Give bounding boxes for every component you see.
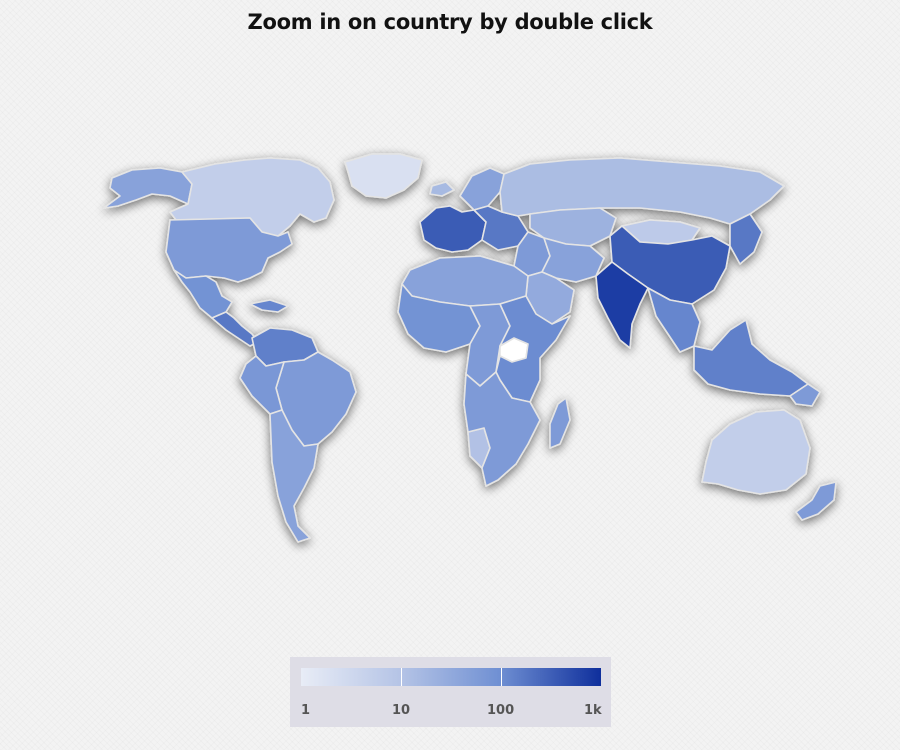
legend-label-1: 1	[301, 703, 311, 718]
legend-tick-100	[501, 668, 502, 686]
region-japan-korea[interactable]	[729, 213, 763, 265]
region-central-america[interactable]	[211, 311, 259, 347]
region-mexico[interactable]	[173, 269, 233, 319]
region-alaska[interactable]	[103, 167, 193, 209]
region-madagascar[interactable]	[549, 397, 571, 449]
map-land	[103, 153, 837, 543]
region-southern-africa[interactable]	[463, 371, 541, 487]
legend-label-100: 100	[487, 703, 515, 718]
color-legend: 1 10 100 1k	[290, 657, 611, 727]
region-greenland[interactable]	[344, 153, 423, 199]
region-iran-afghanistan[interactable]	[541, 237, 605, 283]
region-peru-bolivia[interactable]	[239, 355, 285, 415]
region-southern-cone[interactable]	[269, 409, 319, 543]
region-caribbean[interactable]	[249, 299, 289, 313]
region-indonesia-philippines[interactable]	[693, 319, 809, 397]
legend-label-10: 10	[392, 703, 411, 718]
legend-tick-10	[401, 668, 402, 686]
region-iceland[interactable]	[429, 181, 455, 197]
region-canada[interactable]	[169, 157, 335, 237]
region-scandinavia[interactable]	[459, 167, 505, 211]
world-map[interactable]	[0, 0, 900, 650]
region-australia[interactable]	[701, 409, 811, 495]
region-papua[interactable]	[789, 383, 821, 407]
legend-gradient-bar	[301, 668, 601, 686]
region-india[interactable]	[595, 261, 649, 349]
region-new-zealand[interactable]	[795, 481, 837, 521]
page-title: Zoom in on country by double click	[247, 10, 653, 34]
legend-label-1k: 1k	[584, 703, 602, 718]
region-kazakhstan-central-asia[interactable]	[529, 207, 617, 247]
